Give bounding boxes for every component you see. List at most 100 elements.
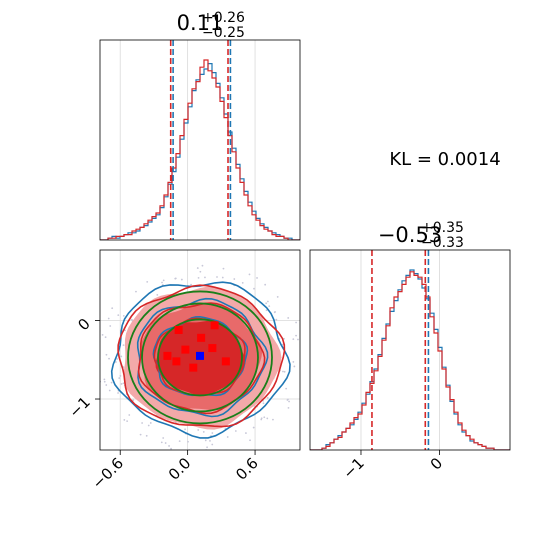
x-tick-label-2: 0.6 <box>232 454 262 484</box>
scatter-point <box>197 276 200 279</box>
title-x-value: 0.11 <box>177 11 224 35</box>
scatter-point <box>201 264 204 267</box>
scatter-point <box>206 446 208 449</box>
scatter-point <box>295 334 297 337</box>
scatter-point <box>199 270 202 273</box>
truth-marker <box>196 351 204 360</box>
hist-y-blue <box>310 269 510 450</box>
scatter-point <box>178 440 181 443</box>
scatter-point <box>101 333 104 336</box>
kl-divergence-label: KL = 0.0014 <box>389 149 500 170</box>
contour-green-outer <box>127 290 273 425</box>
scatter-point <box>248 273 251 276</box>
hist-x-frame <box>99 39 301 241</box>
scatter-point <box>116 358 119 360</box>
title-x-minus: −0.25 <box>202 25 245 41</box>
hist-x-series <box>100 59 300 240</box>
hist-y-tick-label-0: −1 <box>339 454 367 482</box>
scatter-point <box>265 309 268 312</box>
x-tick-label-1: 0.0 <box>165 454 195 484</box>
scatter-point <box>108 389 111 392</box>
scatter-point <box>222 267 225 270</box>
scatter-point <box>216 276 218 278</box>
panel-hist-y: −1 0 −0.53 +0.35 −0.33 <box>309 220 511 482</box>
hist-y-x-ticks: −1 0 <box>339 450 446 482</box>
hist-x-red <box>100 59 300 240</box>
scatter-point <box>120 355 123 358</box>
contour-green-middle <box>141 302 259 413</box>
contour-blue-middle <box>136 297 269 418</box>
scatter-point <box>128 414 131 416</box>
y-tick-label-0: 0 <box>74 315 93 334</box>
title-y-plus: +0.35 <box>421 220 464 236</box>
scatter-point <box>115 361 117 363</box>
sample-marker-2 <box>197 333 206 342</box>
scatter-point <box>204 276 206 279</box>
scatter-point <box>276 296 279 298</box>
title-y: −0.53 <box>378 223 442 247</box>
scatter-point <box>187 440 189 443</box>
scatter-point <box>162 279 165 282</box>
x-tick-label-0: −0.6 <box>89 454 127 492</box>
title-y-minus: −0.33 <box>421 235 464 251</box>
scatter-point <box>146 280 149 283</box>
scatter-point <box>120 383 123 385</box>
scatter-point <box>117 314 120 316</box>
scatter-point <box>226 436 229 438</box>
hist-y-tick-label-1: 0 <box>427 454 446 473</box>
grid-hist-x <box>119 40 256 240</box>
scatter-point <box>275 318 278 321</box>
title-x: 0.11 <box>177 11 224 35</box>
scatter-point <box>162 437 165 439</box>
scatter-point <box>266 396 269 399</box>
scatter-point <box>119 374 122 377</box>
y-axis-ticks: 0 −1 <box>65 315 100 421</box>
contour-green-inner <box>157 318 243 397</box>
sample-marker-1 <box>210 321 219 330</box>
scatter-point <box>180 278 183 281</box>
scatter-point <box>262 402 265 405</box>
scatter-point <box>164 442 167 444</box>
scatter-point <box>156 293 159 296</box>
sample-marker-0 <box>174 326 183 334</box>
sample-marker-5 <box>172 357 181 366</box>
scatter-point <box>107 317 110 320</box>
scatter-point <box>268 305 271 308</box>
quantile-lines-x <box>169 40 232 240</box>
scatter-point <box>135 290 137 293</box>
scatter-point <box>139 433 142 436</box>
scatter-point <box>126 420 129 423</box>
scatter-point <box>190 283 192 286</box>
sample-marker-8 <box>189 363 198 372</box>
sample-marker-3 <box>181 345 190 354</box>
scatter-point <box>132 399 135 402</box>
scatter-point <box>287 317 290 319</box>
panel-hist-x: 0.11 +0.26 −0.25 <box>99 10 301 241</box>
scatter-point <box>292 361 295 363</box>
scatter-point <box>118 377 121 379</box>
scatter-point <box>288 400 290 403</box>
scatter-point <box>265 302 268 305</box>
scatter-point <box>233 278 236 280</box>
grid-hist-y <box>360 250 440 450</box>
scatter-point <box>297 338 299 341</box>
scatter-point <box>245 432 247 434</box>
sample-marker-4 <box>221 357 230 366</box>
scatter-point <box>281 343 284 346</box>
scatter-point <box>145 434 148 437</box>
title-y-value: −0.53 <box>378 223 442 247</box>
scatter-point <box>287 406 290 409</box>
scatter-point <box>303 359 305 361</box>
scatter-point <box>161 281 163 284</box>
scatter-point <box>168 445 170 447</box>
x-axis-ticks: −0.6 0.0 0.6 <box>89 450 262 493</box>
scatter-point <box>202 431 205 433</box>
scatter-point <box>123 419 126 421</box>
scatter-point <box>141 422 144 424</box>
scatter-point <box>170 447 172 450</box>
scatter-point <box>209 439 211 442</box>
scatter-point <box>287 398 289 401</box>
scatter-point <box>211 443 214 446</box>
contour-frame <box>99 249 301 451</box>
scatter-point <box>204 439 207 442</box>
